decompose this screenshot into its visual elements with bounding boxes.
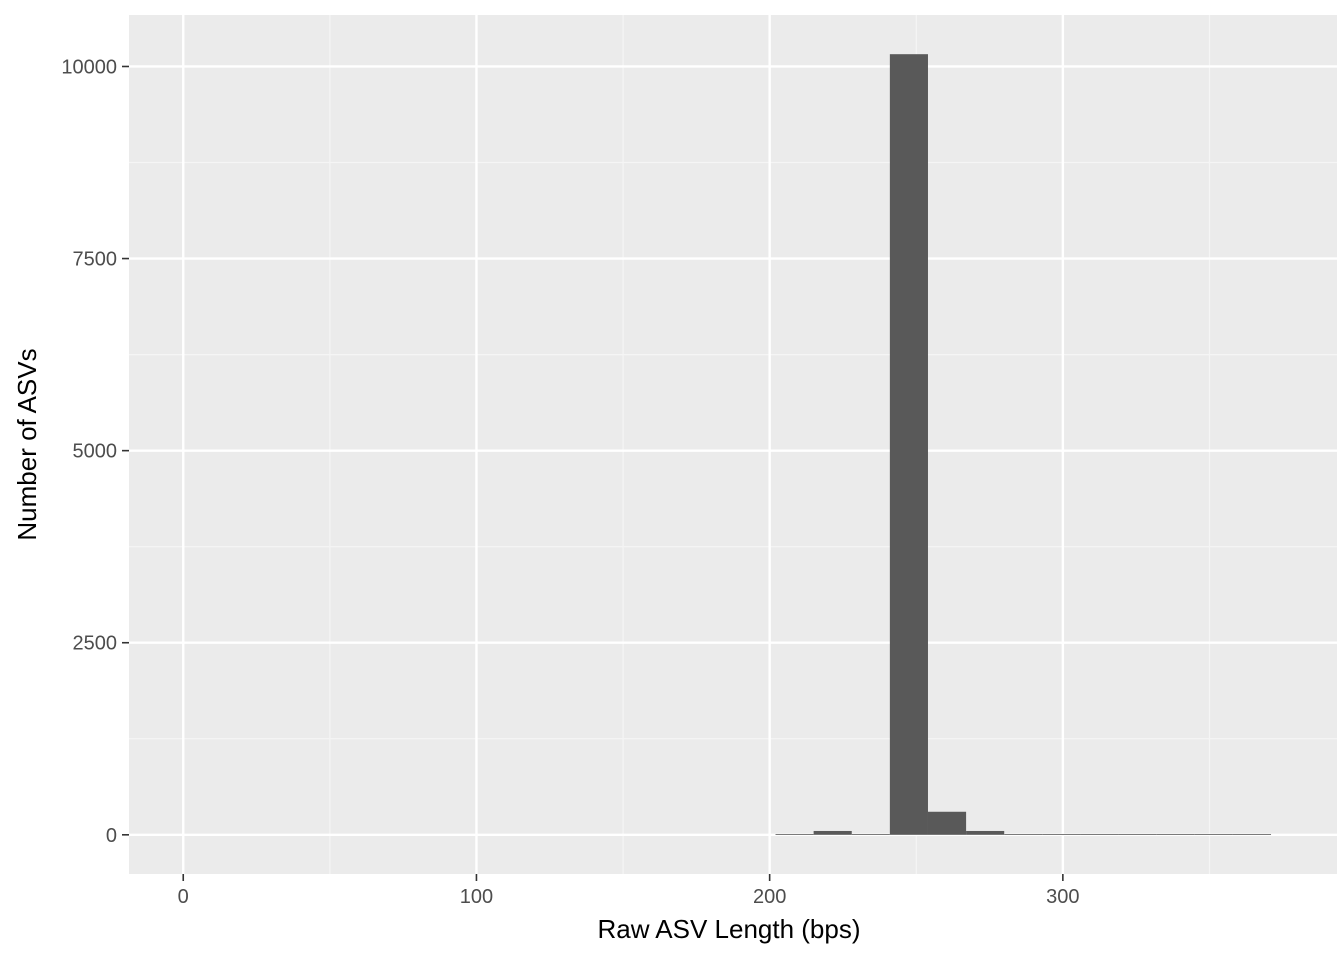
histogram-bar <box>1194 834 1233 835</box>
histogram-bar <box>889 54 928 835</box>
histogram-bar <box>1004 834 1043 835</box>
histogram-bars <box>775 54 1272 835</box>
y-tick-label: 0 <box>106 825 117 847</box>
histogram-bar <box>1080 834 1119 835</box>
histogram-bar <box>966 830 1005 835</box>
histogram-bar <box>1042 834 1081 835</box>
x-tick-label: 100 <box>460 886 493 908</box>
histogram-bar <box>775 834 814 835</box>
histogram-bar <box>927 811 967 835</box>
y-tick-label: 7500 <box>73 249 118 271</box>
y-tick-label: 10000 <box>61 56 117 78</box>
x-tick-label: 0 <box>178 886 189 908</box>
x-axis-title: Raw ASV Length (bps) <box>597 914 860 944</box>
plot-panel <box>129 15 1337 874</box>
x-tick-label: 300 <box>1046 886 1079 908</box>
x-tick-label: 200 <box>753 886 786 908</box>
histogram-bar <box>1118 834 1157 835</box>
histogram-bar <box>1156 834 1195 835</box>
y-axis: 0 2500 5000 7500 10000 <box>61 56 129 847</box>
histogram-bar <box>851 834 890 835</box>
y-tick-label: 2500 <box>73 633 118 655</box>
y-axis-title: Number of ASVs <box>12 348 42 540</box>
y-tick-label: 5000 <box>73 441 118 463</box>
x-axis: 0 100 200 300 <box>178 874 1080 908</box>
histogram-bar <box>1232 834 1272 835</box>
histogram-bar <box>813 830 852 835</box>
